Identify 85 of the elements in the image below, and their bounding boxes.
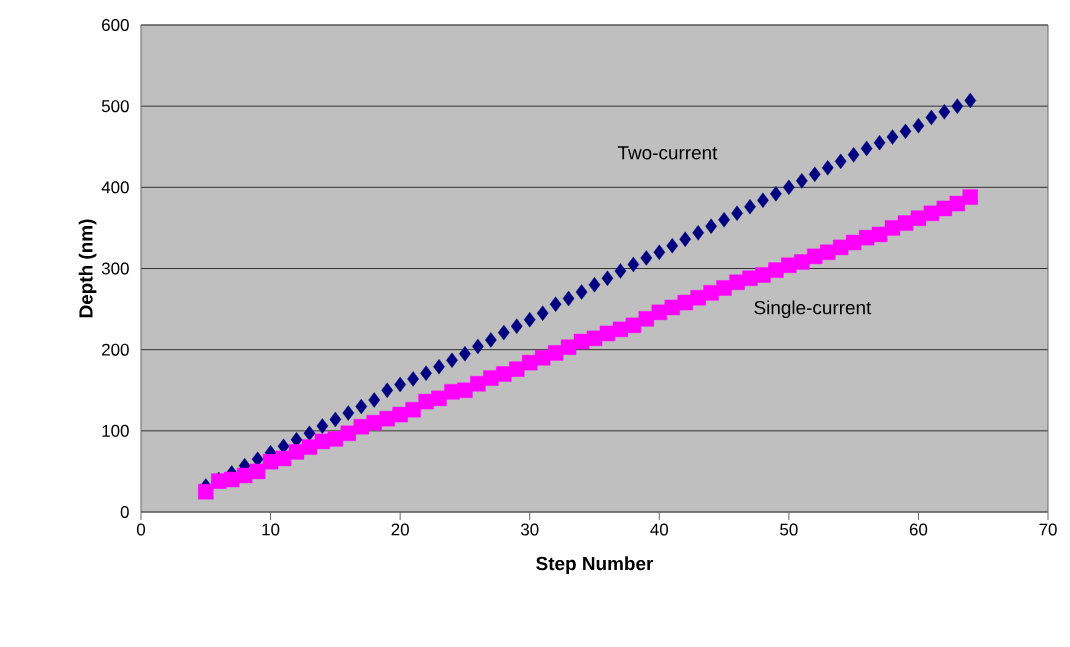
point (794, 254, 810, 270)
x-tick-label: 30 (520, 523, 539, 536)
point (783, 179, 795, 196)
y-tick-label: 500 (101, 100, 129, 113)
point (549, 296, 562, 312)
point (483, 370, 499, 386)
point (744, 199, 756, 215)
point (807, 248, 823, 265)
point (522, 354, 538, 371)
point (485, 332, 497, 348)
point (808, 166, 821, 183)
y-axis-title: Depth (nm) (78, 219, 97, 318)
point (588, 277, 601, 293)
point (368, 392, 381, 408)
point (770, 186, 782, 202)
point (705, 218, 717, 234)
x-axis-title: Step Number (536, 556, 654, 574)
point (342, 405, 355, 421)
point (394, 376, 406, 393)
x-tick-label: 0 (136, 523, 146, 536)
point (536, 305, 549, 321)
point (459, 346, 471, 362)
point (381, 382, 394, 398)
point (718, 212, 730, 228)
x-tick-label: 70 (1039, 523, 1057, 536)
point (860, 140, 873, 157)
point (886, 129, 899, 145)
point (768, 262, 784, 278)
point (873, 134, 886, 151)
point (847, 147, 860, 163)
y-tick-label: 400 (101, 181, 129, 194)
x-tick-label: 60 (909, 523, 928, 536)
point (951, 98, 964, 114)
point (496, 366, 512, 382)
point (755, 267, 771, 283)
series-label: Single-current (754, 300, 872, 319)
y-tick-label: 0 (120, 506, 129, 518)
point (510, 318, 523, 334)
x-tick-label: 20 (391, 523, 409, 536)
point (523, 311, 536, 328)
point (509, 361, 525, 377)
point (329, 411, 342, 428)
point (912, 117, 925, 134)
point (198, 484, 214, 500)
x-tick-label: 40 (650, 523, 669, 536)
point (640, 250, 653, 266)
point (821, 160, 834, 176)
point (962, 189, 978, 205)
y-tick-label: 300 (101, 262, 129, 275)
point (446, 352, 458, 368)
x-tick-label: 50 (780, 523, 798, 536)
y-tick-label: 100 (102, 424, 129, 437)
point (820, 244, 836, 260)
point (316, 418, 329, 434)
point (407, 371, 419, 387)
point (834, 153, 847, 170)
point (472, 338, 484, 355)
point (601, 270, 614, 286)
point (796, 173, 808, 189)
point (925, 109, 938, 126)
point (938, 104, 951, 120)
point (355, 398, 368, 415)
y-tick-label: 600 (102, 19, 129, 31)
point (653, 244, 666, 260)
text: Two-current (617, 146, 718, 160)
point (964, 92, 977, 109)
point (303, 425, 316, 441)
point (249, 463, 266, 480)
x-tick-label: 10 (262, 523, 280, 536)
point (457, 382, 473, 398)
point (575, 284, 588, 300)
point (470, 376, 486, 392)
point (899, 123, 912, 140)
point (731, 205, 743, 222)
y-tick-label: 200 (102, 343, 129, 356)
point (562, 290, 575, 307)
point (433, 359, 445, 375)
point (692, 225, 704, 241)
point (497, 324, 510, 341)
point (627, 256, 640, 273)
point (679, 231, 692, 247)
point (757, 192, 769, 209)
point (614, 263, 627, 279)
point (666, 238, 679, 254)
point (420, 365, 432, 381)
